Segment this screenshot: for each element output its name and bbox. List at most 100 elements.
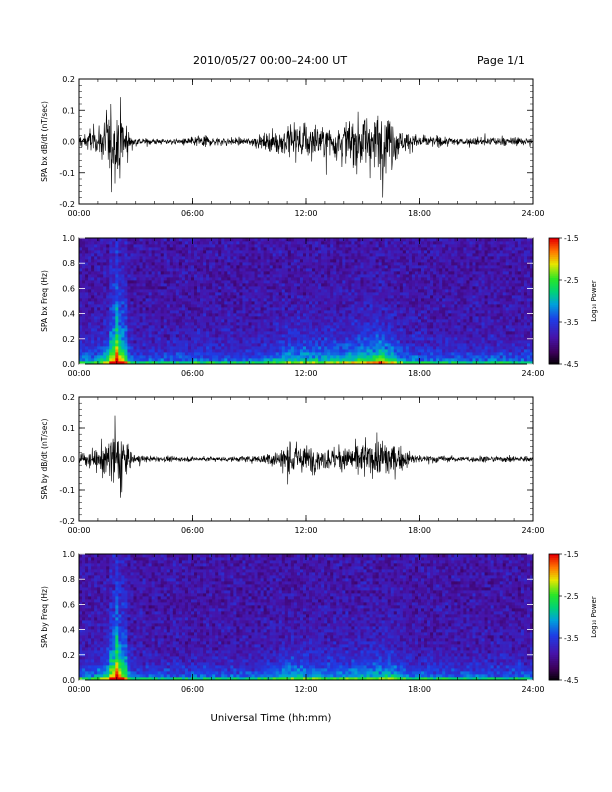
heatmap-cell — [263, 355, 268, 359]
heatmap-cell — [197, 337, 201, 341]
heatmap-cell — [396, 289, 401, 293]
heatmap-cell — [163, 244, 168, 248]
heatmap-cell — [142, 331, 146, 335]
heatmap-cell — [94, 316, 98, 320]
heatmap-cell — [333, 259, 337, 263]
heatmap-cell — [342, 316, 346, 320]
heatmap-cell — [318, 349, 322, 353]
heatmap-cell — [309, 301, 313, 305]
heatmap-cell — [387, 322, 392, 326]
heatmap-cell — [260, 283, 265, 287]
heatmap-cell — [79, 298, 83, 302]
heatmap-cell — [306, 286, 310, 290]
heatmap-cell — [172, 307, 177, 311]
heatmap-cell — [190, 349, 195, 353]
heatmap-cell — [184, 340, 189, 344]
heatmap-cell — [172, 292, 177, 296]
heatmap-cell — [130, 331, 134, 335]
heatmap-cell — [333, 334, 337, 338]
heatmap-cell — [236, 331, 240, 335]
heatmap-cell — [306, 241, 310, 245]
heatmap-cell — [200, 334, 204, 338]
heatmap-cell — [106, 349, 110, 353]
heatmap-cell — [260, 310, 265, 314]
heatmap-cell — [342, 256, 346, 260]
heatmap-cell — [230, 325, 234, 329]
heatmap-cell — [375, 271, 380, 275]
heatmap-cell — [333, 262, 337, 266]
heatmap-cell — [299, 292, 304, 296]
heatmap-cell — [178, 250, 183, 254]
heatmap-cell — [224, 349, 228, 353]
heatmap-cell — [106, 316, 110, 320]
heatmap-cell — [381, 301, 386, 305]
heatmap-cell — [224, 331, 228, 335]
heatmap-cell — [91, 358, 95, 362]
heatmap-cell — [245, 268, 249, 272]
heatmap-cell — [342, 283, 346, 287]
heatmap-cell — [163, 280, 168, 284]
heatmap-cell — [284, 322, 289, 326]
heatmap-cell — [224, 355, 228, 359]
heatmap-cell — [97, 244, 101, 248]
heatmap-cell — [402, 361, 407, 365]
heatmap-cell — [136, 346, 140, 350]
heatmap-cell — [393, 319, 398, 323]
heatmap-cell — [263, 241, 268, 245]
heatmap-cell — [139, 283, 143, 287]
heatmap-cell — [145, 322, 150, 326]
heatmap-cell — [106, 352, 110, 356]
heatmap-cell — [136, 271, 140, 275]
heatmap-cell — [175, 301, 180, 305]
heatmap-cell — [227, 283, 231, 287]
heatmap-cell — [154, 313, 159, 317]
heatmap-cell — [245, 325, 249, 329]
heatmap-cell — [224, 244, 228, 248]
heatmap-cell — [369, 352, 373, 356]
heatmap-cell — [94, 283, 98, 287]
heatmap-cell — [194, 313, 198, 317]
heatmap-cell — [248, 295, 252, 299]
heatmap-cell — [91, 289, 95, 293]
heatmap-cell — [254, 253, 258, 257]
heatmap-cell — [342, 250, 346, 254]
heatmap-cell — [421, 271, 425, 275]
heatmap-cell — [302, 283, 307, 287]
heatmap-cell — [405, 322, 410, 326]
heatmap-cell — [121, 352, 125, 356]
heatmap-cell — [139, 268, 143, 272]
heatmap-cell — [100, 325, 104, 329]
heatmap-cell — [236, 322, 240, 326]
heatmap-cell — [145, 250, 150, 254]
heatmap-cell — [315, 241, 319, 245]
heatmap-cell — [121, 301, 125, 305]
heatmap-cell — [372, 262, 377, 266]
heatmap-cell — [336, 247, 340, 251]
heatmap-cell — [154, 274, 159, 278]
heatmap-cell — [369, 322, 373, 326]
heatmap-cell — [206, 271, 210, 275]
heatmap-cell — [166, 268, 171, 272]
heatmap-cell — [127, 268, 131, 272]
heatmap-cell — [296, 349, 301, 353]
heatmap-cell — [206, 358, 210, 362]
heatmap-cell — [327, 361, 331, 365]
heatmap-cell — [351, 238, 355, 242]
heatmap-cell — [160, 304, 165, 308]
heatmap-cell — [390, 286, 395, 290]
heatmap-cell — [421, 238, 425, 242]
heatmap-cell — [227, 265, 231, 269]
heatmap-cell — [154, 247, 159, 251]
heatmap-cell — [354, 316, 358, 320]
heatmap-cell — [330, 241, 334, 245]
heatmap-cell — [254, 271, 258, 275]
heatmap-cell — [224, 298, 228, 302]
heatmap-cell — [405, 352, 410, 356]
heatmap-cell — [381, 259, 386, 263]
heatmap-cell — [278, 274, 283, 278]
heatmap-cell — [260, 343, 265, 347]
heatmap-cell — [115, 283, 119, 287]
heatmap-cell — [348, 337, 352, 341]
heatmap-cell — [221, 289, 225, 293]
heatmap-cell — [184, 352, 189, 356]
